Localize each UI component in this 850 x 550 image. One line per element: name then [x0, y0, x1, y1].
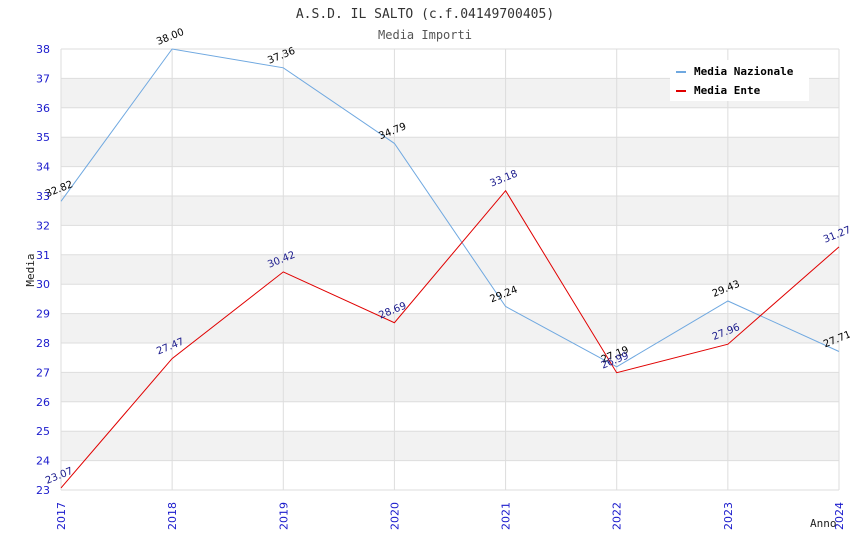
x-tick-label: 2019	[277, 502, 290, 530]
x-axis-label: Anno	[810, 517, 837, 530]
y-tick-label: 37	[36, 72, 50, 85]
y-tick-label: 33	[36, 190, 50, 203]
x-tick-label: 2021	[500, 502, 513, 530]
chart-title: A.S.D. IL SALTO (c.f.04149700405)	[296, 7, 554, 22]
grid-band	[61, 343, 839, 373]
chart-subtitle: Media Importi	[378, 28, 472, 42]
grid-band	[61, 166, 839, 196]
y-tick-label: 35	[36, 131, 50, 144]
y-tick-label: 27	[36, 366, 50, 379]
y-tick-label: 23	[36, 484, 50, 497]
grid-band	[61, 401, 839, 432]
y-tick-label: 30	[36, 278, 50, 291]
series-line-1	[60, 189, 840, 489]
series-lines	[60, 48, 840, 489]
legend: Media Nazionale Media Ente	[670, 60, 809, 101]
legend-label-media-nazionale: Media Nazionale	[694, 65, 794, 78]
grid-band	[61, 107, 839, 138]
y-tick-label: 36	[36, 102, 50, 115]
grid-band	[61, 284, 839, 314]
y-tick-label: 32	[36, 219, 50, 232]
grid-band	[61, 431, 839, 461]
grid-band	[61, 313, 839, 343]
y-tick-label: 38	[36, 43, 50, 56]
y-tick-label: 24	[36, 455, 50, 468]
grid-bands	[61, 49, 839, 490]
grid-band	[61, 254, 839, 285]
x-tick-label: 2022	[611, 502, 624, 530]
grid-band	[61, 460, 839, 490]
x-tick-label: 2024	[833, 502, 846, 530]
x-axis-ticks: 2017 2018 2019 2020 2021 2022 2023 2024	[55, 502, 846, 530]
x-tick-label: 2017	[55, 502, 68, 530]
y-tick-label: 28	[36, 337, 50, 350]
y-axis-label: Media	[24, 253, 37, 286]
legend-box	[670, 60, 809, 101]
grid-band	[61, 225, 839, 255]
legend-label-media-ente: Media Ente	[694, 84, 761, 97]
y-tick-label: 29	[36, 308, 50, 321]
grid-band	[61, 196, 839, 226]
grid-band	[61, 137, 839, 167]
y-tick-label: 31	[36, 249, 50, 262]
grid-band	[61, 372, 839, 402]
x-tick-label: 2020	[388, 502, 401, 530]
series-line-0	[60, 48, 840, 368]
y-tick-label: 34	[36, 161, 50, 174]
y-tick-label: 26	[36, 396, 50, 409]
y-tick-label: 25	[36, 425, 50, 438]
x-tick-label: 2023	[722, 502, 735, 530]
data-label: 38.00	[155, 27, 186, 48]
y-axis-ticks: 23 24 25 26 27 28 29 30 31 32 33 34 35 36 37 38	[36, 43, 50, 497]
x-tick-label: 2018	[166, 502, 179, 530]
